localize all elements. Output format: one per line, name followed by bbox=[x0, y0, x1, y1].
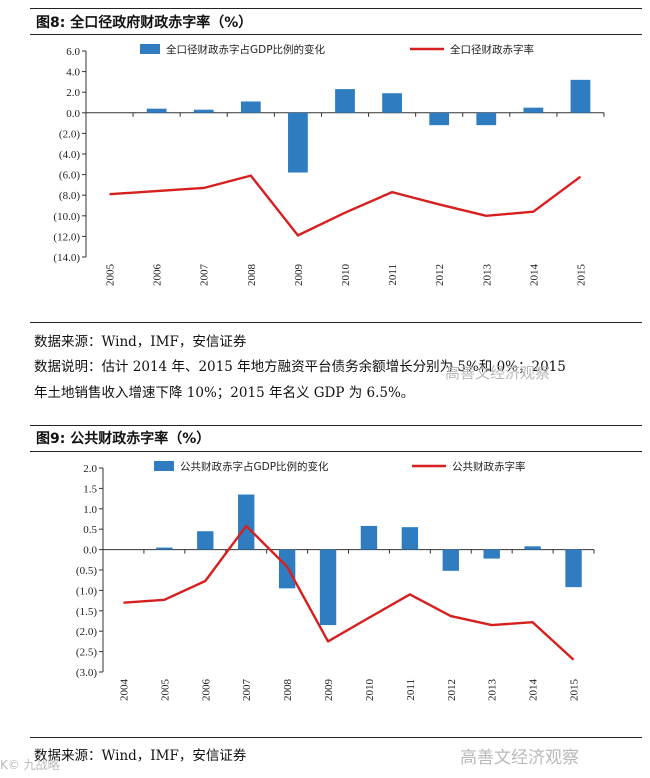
fig2-bar-2015 bbox=[565, 549, 582, 588]
fig1-x-tick-label: 2011 bbox=[387, 264, 399, 286]
fig1-bar-2007 bbox=[193, 109, 214, 113]
top-rule bbox=[30, 8, 642, 9]
fig1-x-tick-label: 2014 bbox=[528, 264, 540, 287]
fig2-bar-2006 bbox=[197, 531, 214, 550]
figure1-bottom-rule bbox=[30, 322, 642, 323]
fig1-bar-2009 bbox=[288, 112, 308, 173]
fig2-y-tick-label: 1.0 bbox=[83, 504, 97, 516]
fig1-x-tick-label: 2009 bbox=[293, 264, 305, 287]
fig1-bar-2011 bbox=[382, 93, 402, 113]
figure2-title-rule bbox=[30, 451, 642, 452]
fig1-y-tick-label: (10.0) bbox=[53, 211, 80, 223]
fig2-legend-bar-swatch bbox=[154, 461, 174, 471]
watermark-text-2: 高善文经济观察 bbox=[460, 748, 579, 768]
fig1-y-tick-label: 6.0 bbox=[66, 46, 80, 58]
fig2-x-tick-label: 2013 bbox=[487, 679, 499, 702]
figure1-title: 图8: 全口径政府财政赤字率（%） bbox=[36, 15, 253, 31]
figure2-top-rule bbox=[30, 425, 642, 426]
fig1-x-tick-label: 2013 bbox=[481, 263, 493, 286]
fig1-x-tick-label: 2007 bbox=[199, 264, 211, 287]
fig2-x-tick-label: 2010 bbox=[364, 679, 376, 702]
fig1-x-tick-label: 2006 bbox=[152, 264, 164, 287]
fig1-x-tick-label: 2010 bbox=[340, 264, 352, 287]
fig2-x-tick-label: 2012 bbox=[446, 679, 458, 701]
fig2-x-tick-label: 2007 bbox=[241, 679, 253, 702]
fig1-y-tick-label: (6.0) bbox=[59, 170, 80, 182]
fig2-bar-2009 bbox=[319, 549, 337, 626]
figure2-title: 图9: 公共财政赤字率（%） bbox=[36, 431, 211, 447]
fig1-y-tick-label: (4.0) bbox=[59, 149, 80, 161]
fig1-legend-line-label: 全口径财政赤字率 bbox=[450, 43, 534, 56]
fig1-y-tick-label: (14.0) bbox=[53, 252, 80, 264]
fig2-y-tick-label: (2.0) bbox=[76, 626, 97, 638]
fig2-y-tick-label: 0.0 bbox=[83, 545, 97, 557]
watermark-corner: K© 九战略 bbox=[0, 758, 60, 772]
figure1-title-rule bbox=[30, 34, 642, 35]
fig1-x-tick-label: 2015 bbox=[575, 264, 587, 287]
fig2-y-tick-label: (3.0) bbox=[76, 667, 97, 679]
fig2-x-tick-label: 2011 bbox=[405, 679, 417, 701]
fig2-x-tick-label: 2008 bbox=[282, 679, 294, 702]
fig2-bar-2005 bbox=[156, 547, 173, 550]
figure1-note-line1: 数据说明：估计 2014 年、2015 年地方融资平台债务余额增长分别为 5%和… bbox=[34, 359, 566, 375]
fig2-y-tick-label: (1.0) bbox=[76, 585, 97, 597]
fig2-bar-2013 bbox=[483, 549, 500, 559]
fig2-y-tick-label: 2.0 bbox=[83, 463, 97, 475]
fig1-y-tick-label: (12.0) bbox=[53, 231, 80, 243]
fig2-bar-2014 bbox=[524, 546, 541, 550]
fig1-bar-2006 bbox=[146, 108, 167, 113]
fig1-y-tick-label: (2.0) bbox=[59, 128, 80, 140]
fig2-x-tick-label: 2009 bbox=[323, 679, 335, 702]
watermark-text-1: 高善文经济观察 bbox=[445, 364, 551, 382]
fig2-bar-2010 bbox=[360, 525, 378, 550]
figure2-bottom-rule bbox=[30, 737, 642, 738]
fig1-y-tick-label: 0.0 bbox=[66, 108, 80, 120]
fig2-y-tick-label: (2.5) bbox=[76, 647, 97, 659]
fig1-x-tick-label: 2012 bbox=[434, 264, 446, 286]
fig2-legend-line-label: 公共财政赤字率 bbox=[452, 460, 526, 473]
fig2-x-tick-label: 2005 bbox=[159, 679, 171, 702]
figure1-source: 数据来源：Wind，IMF，安信证券 bbox=[34, 334, 247, 350]
fig1-y-tick-label: (8.0) bbox=[59, 190, 80, 202]
fig2-y-tick-label: 1.5 bbox=[83, 483, 97, 495]
figure2-chart: 2.0 1.5 1.0 0.5 0.0 (0.5) (1.0) (1.5) (2.0) (2.5)… bbox=[76, 460, 595, 702]
fig2-x-tick-label: 2015 bbox=[569, 679, 581, 702]
fig1-bar-2014 bbox=[523, 107, 544, 113]
fig1-y-tick-label: 4.0 bbox=[66, 67, 80, 79]
figure2-source: 数据来源：Wind，IMF，安信证券 bbox=[34, 748, 247, 764]
fig2-x-tick-label: 2006 bbox=[200, 679, 212, 702]
fig1-legend-bar-swatch bbox=[140, 44, 160, 54]
fig2-x-tick-label: 2014 bbox=[528, 679, 540, 702]
fig2-bar-2011 bbox=[401, 527, 419, 550]
fig2-y-tick-label: 0.5 bbox=[83, 524, 97, 536]
fig1-x-tick-label: 2008 bbox=[246, 264, 258, 287]
fig1-legend-bar-label: 全口径财政赤字占GDP比例的变化 bbox=[166, 43, 326, 56]
fig2-bar-2007 bbox=[238, 494, 255, 550]
fig1-bar-2015 bbox=[570, 79, 591, 113]
figure1-chart: 6.0 4.0 2.0 0.0 (2.0) (4.0) (6.0) (8.0) (10.0) (1… bbox=[53, 43, 605, 287]
fig2-legend-bar-label: 公共财政赤字占GDP比例的变化 bbox=[180, 460, 329, 473]
fig2-y-tick-label: (0.5) bbox=[76, 565, 97, 577]
fig1-bar-2012 bbox=[429, 112, 450, 126]
fig2-y-tick-label: (1.5) bbox=[76, 606, 97, 618]
figure1-note-line2: 年土地销售收入增速下降 10%；2015 年名义 GDP 为 6.5%。 bbox=[34, 385, 415, 401]
fig2-line-series bbox=[123, 524, 575, 661]
fig1-bar-2013 bbox=[476, 112, 497, 126]
fig1-line-series bbox=[109, 174, 582, 237]
fig1-y-tick-label: 2.0 bbox=[66, 87, 80, 99]
fig1-x-tick-label: 2005 bbox=[105, 264, 117, 287]
fig1-bar-2010 bbox=[335, 89, 355, 113]
fig1-bar-2008 bbox=[240, 101, 261, 113]
fig2-x-tick-label: 2004 bbox=[118, 679, 130, 702]
fig2-bar-2012 bbox=[442, 549, 459, 571]
